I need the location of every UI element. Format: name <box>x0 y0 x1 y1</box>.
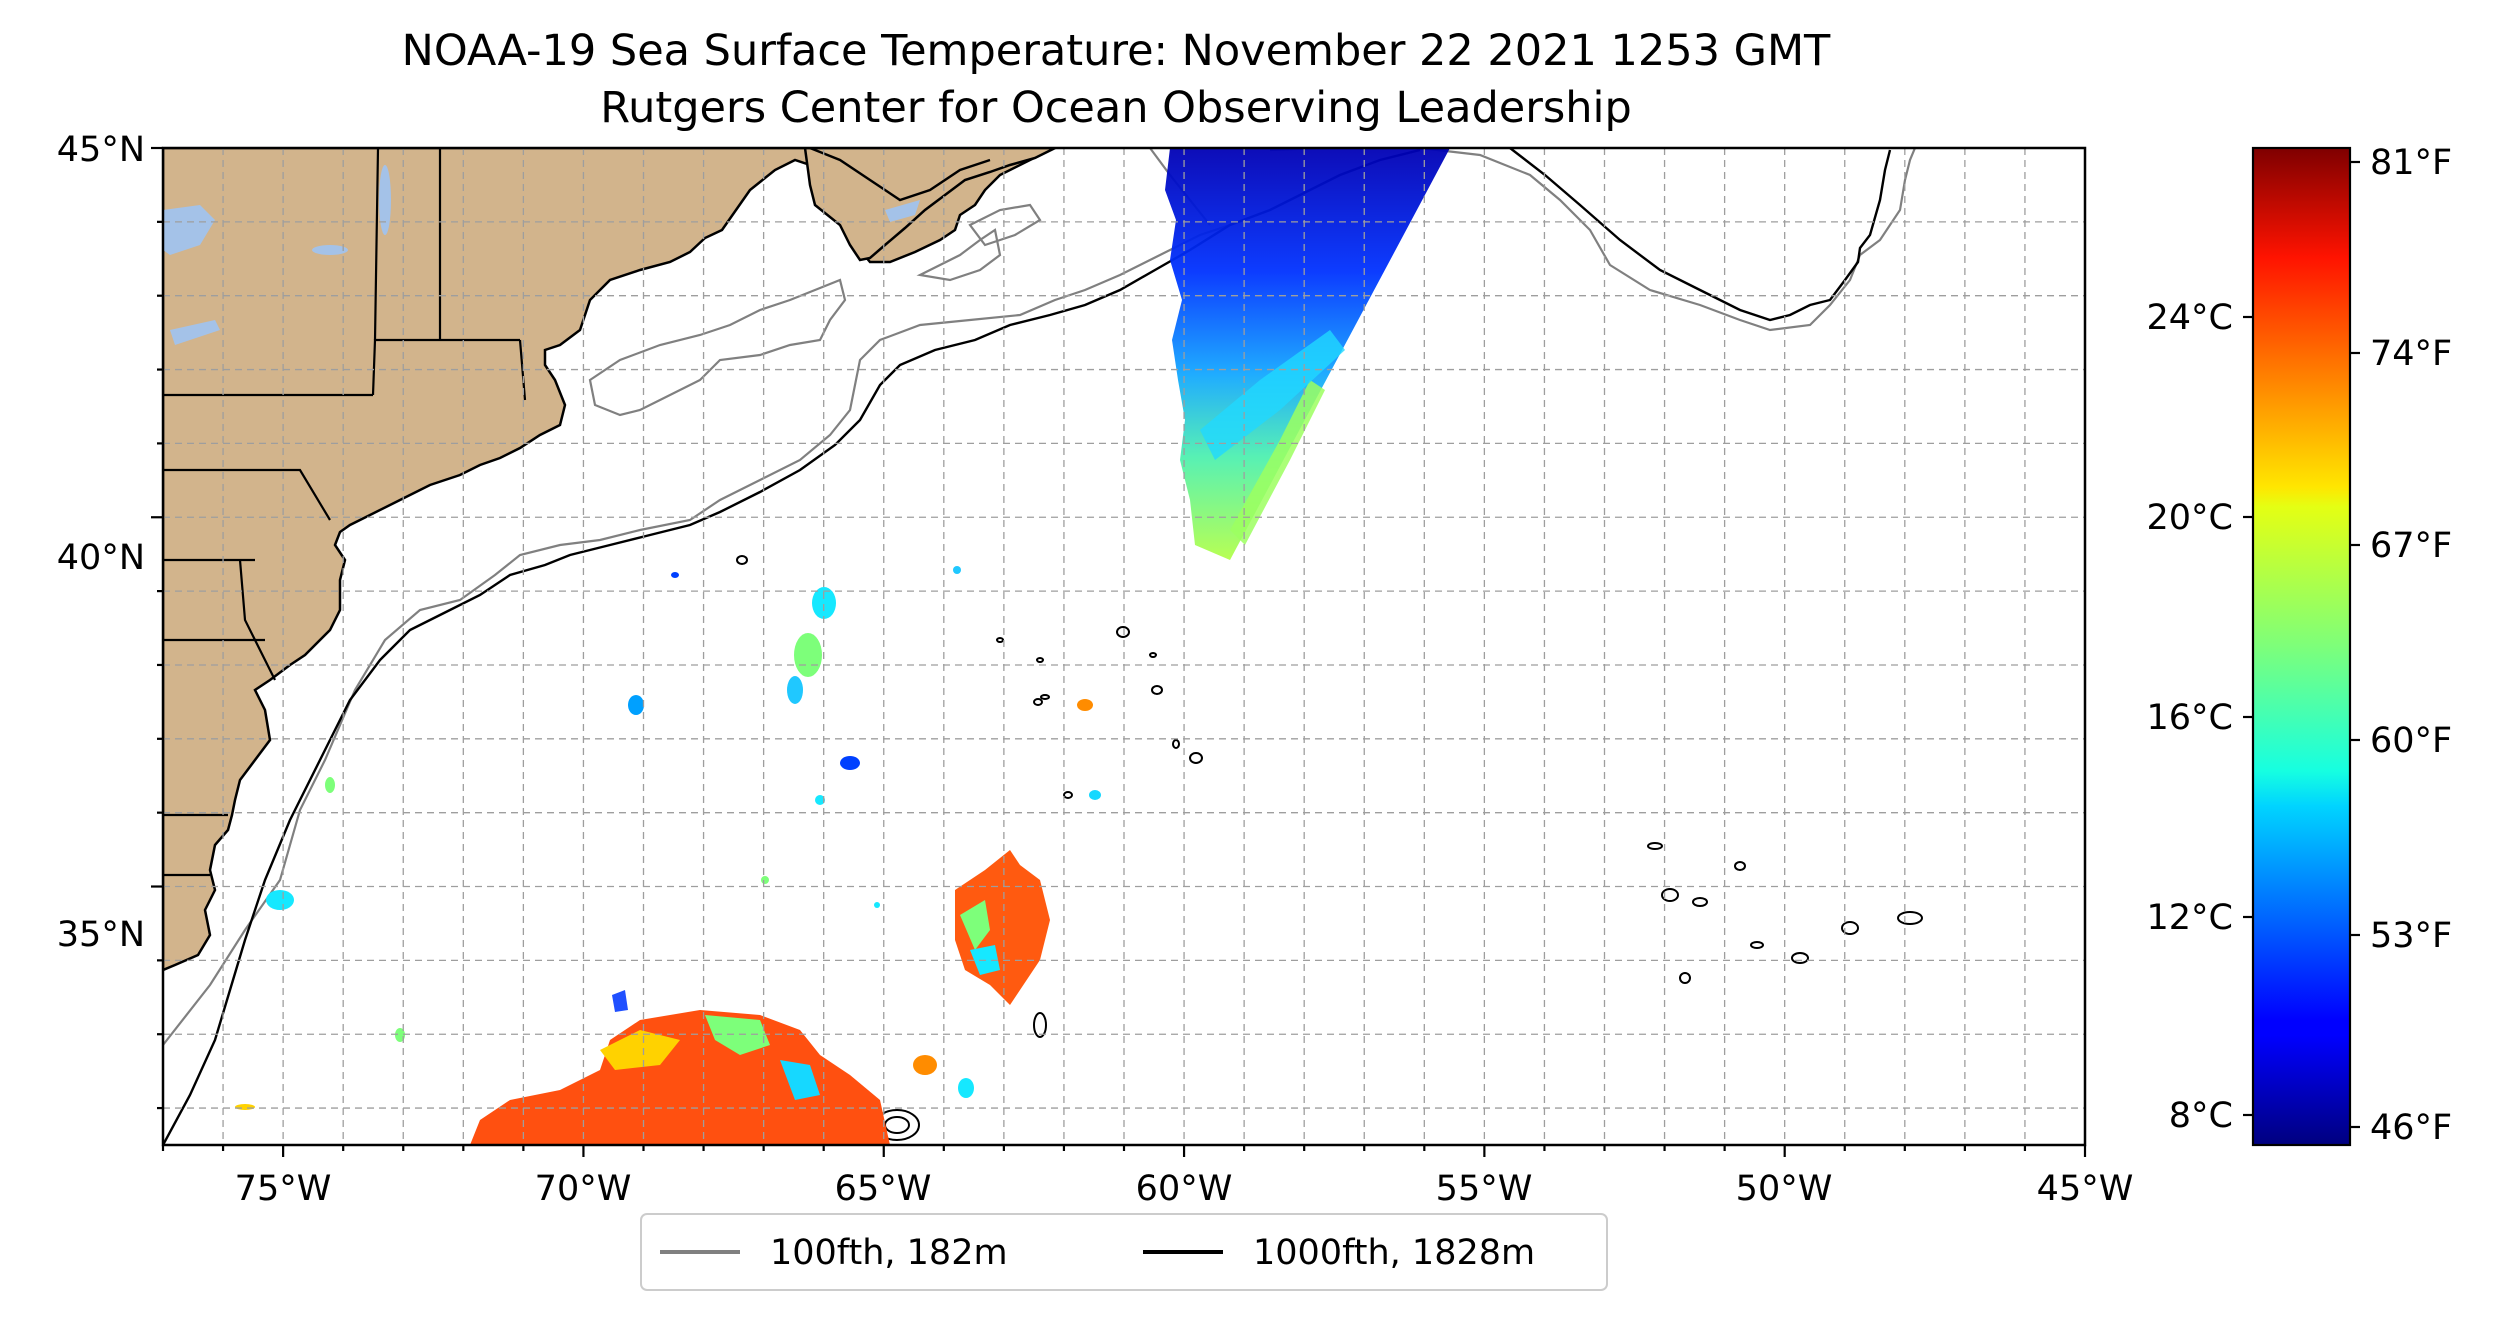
x-tick-label: 55°W <box>1436 1169 1533 1209</box>
colorbar-celsius-label: 16°C <box>2147 698 2233 738</box>
colorbar-fahrenheit-labels: 81°F 74°F 67°F 60°F 53°F 46°F <box>2370 143 2452 1148</box>
legend: 100fth, 182m 1000fth, 1828m <box>640 1213 1608 1291</box>
patch-gulf-stream-cyan <box>780 1060 820 1100</box>
swath-warm-streak <box>1230 380 1325 545</box>
patch-gulf-stream-blue <box>612 990 628 1012</box>
x-tick-label: 50°W <box>1736 1169 1833 1209</box>
colorbar-fahrenheit-label: 46°F <box>2370 1108 2452 1148</box>
colorbar-fahrenheit-label: 60°F <box>2370 721 2452 761</box>
x-tick-labels: 75°W 70°W 65°W 60°W 55°W 50°W 45°W <box>235 1169 2134 1209</box>
figure-title: NOAA-19 Sea Surface Temperature: Novembe… <box>402 26 1831 76</box>
x-tick-label: 70°W <box>535 1169 632 1209</box>
swath-cyan-streak <box>1200 330 1345 460</box>
colorbar-fahrenheit-label: 53°F <box>2370 916 2452 956</box>
x-tick-label: 45°W <box>2037 1169 2134 1209</box>
scattered-small-patches <box>235 566 1101 1110</box>
colorbar-celsius-labels: 24°C 20°C 16°C 12°C 8°C <box>2147 298 2233 1136</box>
x-tick-label: 75°W <box>235 1169 332 1209</box>
nova-scotia-land <box>803 148 1056 262</box>
map-axis-ticks <box>151 146 2087 1157</box>
colorbar-ticks <box>2243 160 2360 1129</box>
patch-gulf-stream-south <box>470 1010 890 1145</box>
y-tick-label: 35°N <box>57 915 145 955</box>
x-tick-label: 60°W <box>1136 1169 1233 1209</box>
colorbar-fahrenheit-label: 67°F <box>2370 526 2452 566</box>
y-tick-label: 40°N <box>57 538 145 578</box>
y-tick-label: 45°N <box>57 130 145 170</box>
map-gridlines <box>163 148 2085 1145</box>
colorbar-celsius-label: 20°C <box>2147 498 2233 538</box>
colorbar-celsius-label: 24°C <box>2147 298 2233 338</box>
patch-gulf-stream-green <box>705 1015 770 1055</box>
legend-box <box>640 1213 1608 1291</box>
legend-label-1000fth: 1000fth, 1828m <box>1253 1233 1535 1273</box>
colorbar-gradient <box>2251 146 2352 1147</box>
colorbar-celsius-label: 8°C <box>2169 1096 2233 1136</box>
y-tick-labels: 45°N 40°N 35°N <box>57 130 145 955</box>
isobath-100fth <box>163 148 1917 1046</box>
x-tick-label: 65°W <box>835 1169 932 1209</box>
colorbar: 24°C 20°C 16°C 12°C 8°C 81°F 74°F 67°F 6… <box>2147 143 2453 1148</box>
state-borders <box>163 148 527 877</box>
sst-data <box>235 148 1450 1145</box>
legend-label-100fth: 100fth, 182m <box>770 1233 1008 1273</box>
map-area <box>163 148 2085 1145</box>
figure-subtitle: Rutgers Center for Ocean Observing Leade… <box>600 83 1632 133</box>
colorbar-fahrenheit-label: 74°F <box>2370 334 2452 374</box>
patch-gulf-stream-yellow <box>600 1030 680 1070</box>
colorbar-celsius-label: 12°C <box>2147 898 2233 938</box>
colorbar-fahrenheit-label: 81°F <box>2370 143 2452 183</box>
patch-central-green <box>960 900 990 950</box>
lakes <box>163 165 920 345</box>
